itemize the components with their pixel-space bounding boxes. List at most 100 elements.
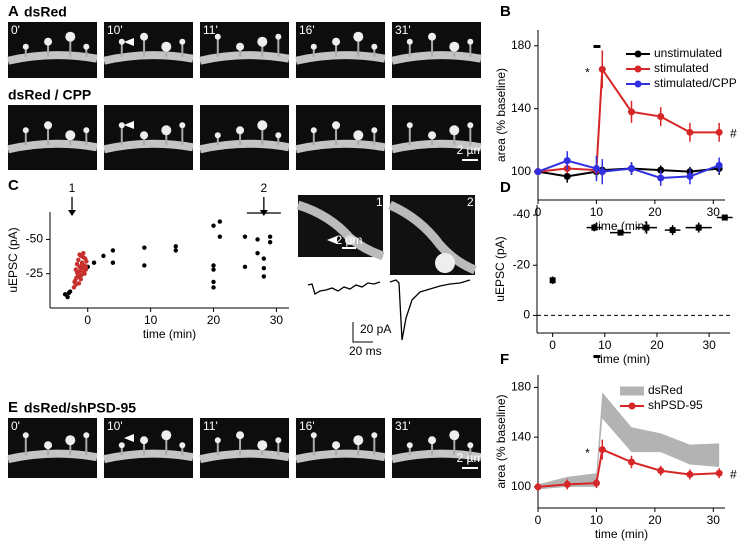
dendrite bbox=[391, 139, 482, 154]
marker bbox=[592, 165, 600, 173]
spine bbox=[467, 442, 474, 449]
spine bbox=[406, 442, 413, 449]
panel-label: F bbox=[500, 351, 509, 368]
y-tick-label: 140 bbox=[511, 429, 531, 443]
spine bbox=[428, 436, 437, 445]
spine bbox=[118, 442, 125, 449]
spine bbox=[161, 41, 172, 52]
line bbox=[537, 66, 720, 173]
scale-label: 2 µm bbox=[457, 143, 484, 157]
point bbox=[549, 277, 556, 284]
x-tick-label: 30 bbox=[707, 205, 721, 219]
point bbox=[643, 224, 650, 231]
stimulus-bar bbox=[593, 355, 601, 358]
spine bbox=[140, 32, 149, 41]
spine bbox=[161, 125, 172, 136]
marker bbox=[598, 65, 606, 73]
dendrite bbox=[391, 51, 482, 65]
marker bbox=[657, 113, 665, 121]
dendrite bbox=[199, 449, 290, 464]
frame-label: 11' bbox=[203, 419, 218, 433]
dendrite bbox=[199, 51, 290, 65]
image-title: dsRed bbox=[24, 4, 67, 20]
x-axis-label: time (min) bbox=[143, 327, 196, 341]
point bbox=[66, 290, 72, 296]
marker bbox=[686, 470, 694, 478]
frame-label: 0' bbox=[11, 419, 20, 433]
dendrite bbox=[388, 200, 477, 275]
frame-label: 16' bbox=[299, 419, 315, 433]
marker bbox=[563, 157, 571, 165]
y-tick-label: 100 bbox=[511, 479, 531, 493]
y-tick-label: -25 bbox=[26, 266, 44, 280]
spine bbox=[353, 130, 364, 141]
point bbox=[242, 264, 248, 270]
y-tick-label: -40 bbox=[513, 207, 531, 221]
y-tick-label: 0 bbox=[523, 308, 530, 322]
point bbox=[84, 259, 89, 264]
x-axis-label: time (min) bbox=[597, 352, 650, 366]
legend-label: stimulated bbox=[654, 61, 709, 75]
x-axis-label: time (min) bbox=[595, 219, 648, 233]
spine bbox=[44, 121, 53, 130]
spine bbox=[371, 127, 378, 134]
dendrite bbox=[7, 139, 98, 154]
band bbox=[538, 392, 720, 490]
point bbox=[211, 267, 216, 272]
marker bbox=[628, 458, 635, 466]
x-tick-label: 10 bbox=[590, 513, 604, 527]
legend-marker bbox=[628, 402, 636, 410]
image bbox=[296, 22, 385, 78]
point bbox=[211, 279, 216, 285]
y-tick-label: 140 bbox=[511, 101, 531, 115]
point bbox=[242, 234, 248, 239]
point bbox=[76, 257, 81, 263]
point bbox=[267, 239, 273, 245]
point bbox=[211, 223, 216, 228]
legend-label: shPSD-95 bbox=[648, 398, 703, 412]
spine bbox=[310, 127, 317, 134]
spine bbox=[371, 432, 378, 439]
spine bbox=[310, 432, 317, 439]
point bbox=[211, 263, 216, 268]
point bbox=[267, 234, 273, 239]
scale-label: 2 µm bbox=[336, 233, 363, 247]
y-axis-label: uEPSC (pA) bbox=[493, 236, 507, 301]
point bbox=[261, 266, 267, 271]
point bbox=[217, 234, 223, 239]
spine bbox=[449, 430, 460, 441]
spine bbox=[22, 43, 29, 50]
frame-label: 31' bbox=[395, 23, 411, 37]
spine bbox=[118, 38, 125, 45]
spine bbox=[22, 432, 29, 439]
spine bbox=[161, 430, 172, 441]
spine bbox=[257, 36, 268, 47]
dendrite bbox=[103, 139, 194, 154]
spine bbox=[83, 127, 90, 134]
spine bbox=[65, 130, 76, 141]
frame-label: 0' bbox=[11, 23, 20, 37]
spine bbox=[428, 32, 437, 41]
x-tick-label: 30 bbox=[702, 338, 716, 352]
y-tick-label: 180 bbox=[511, 38, 531, 52]
legend-marker bbox=[634, 50, 642, 58]
image-label: 1 bbox=[376, 195, 383, 209]
spine bbox=[22, 127, 29, 134]
arrowhead bbox=[124, 434, 134, 442]
scale-label: 2 µm bbox=[457, 451, 484, 465]
trace bbox=[307, 281, 381, 295]
point bbox=[591, 224, 598, 231]
marker bbox=[628, 165, 635, 173]
point bbox=[217, 219, 223, 224]
arrowhead bbox=[327, 236, 337, 244]
arrowhead bbox=[124, 38, 134, 46]
point bbox=[255, 237, 260, 242]
image bbox=[8, 418, 97, 478]
point bbox=[173, 244, 178, 249]
point bbox=[77, 252, 82, 257]
panel-label: A bbox=[8, 3, 19, 20]
spine bbox=[353, 435, 364, 446]
annotation: * bbox=[585, 446, 590, 460]
